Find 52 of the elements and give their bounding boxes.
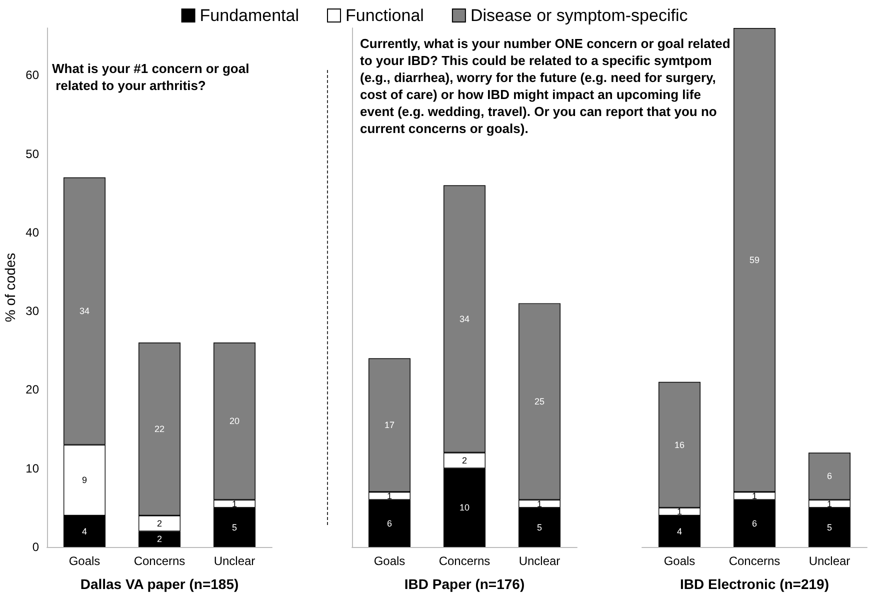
annotation: What is your #1 concern or goal related to your arthritis? xyxy=(52,61,250,93)
x-axis-title: IBD Paper (n=176) xyxy=(404,576,525,592)
x-tick-label: Goals xyxy=(664,554,696,568)
data-label: 6 xyxy=(386,518,392,528)
y-tick-label: 10 xyxy=(26,461,40,476)
data-label: 2 xyxy=(462,456,468,466)
data-label: 6 xyxy=(752,518,758,528)
data-label: 25 xyxy=(534,396,545,407)
x-tick-label: Concerns xyxy=(728,554,780,568)
x-tick-label: Concerns xyxy=(134,554,186,568)
data-label: 1 xyxy=(676,506,682,517)
data-label: 20 xyxy=(229,416,240,426)
data-label: 5 xyxy=(826,522,832,532)
data-label: 1 xyxy=(536,498,542,509)
data-label: 4 xyxy=(676,526,682,536)
x-axis-title: IBD Electronic (n=219) xyxy=(680,576,829,592)
annotation: Currently, what is your number ONE concern or goal related to your IBD? This could be related to a specific symtpom (e.g., diarrhea), worry for the future (e.g. need for surgery, cost of care) or how IBD might impact an upcoming life event (e.g. wedding, travel). Or you can report that you no current concerns or goals). xyxy=(360,36,734,136)
data-label: 5 xyxy=(232,522,238,532)
y-tick-label: 20 xyxy=(26,382,40,397)
data-label: 2 xyxy=(156,534,162,544)
data-label: 1 xyxy=(752,490,758,501)
legend-label: Fundamental xyxy=(200,6,300,25)
x-tick-label: Unclear xyxy=(808,554,850,568)
data-label: 59 xyxy=(749,254,760,265)
data-label: 1 xyxy=(386,490,392,501)
data-label: 34 xyxy=(459,314,470,324)
y-tick-label: 40 xyxy=(26,225,40,240)
x-tick-label: Unclear xyxy=(214,554,256,568)
data-label: 34 xyxy=(79,306,90,316)
data-label: 6 xyxy=(826,471,832,482)
legend-label: Disease or symptom-specific xyxy=(470,6,688,25)
data-label: 4 xyxy=(82,526,88,536)
x-axis-title: Dallas VA paper (n=185) xyxy=(80,576,239,592)
data-label: 2 xyxy=(156,518,162,528)
x-tick-label: Goals xyxy=(68,554,100,568)
y-tick-label: 30 xyxy=(26,304,40,318)
data-label: 1 xyxy=(826,498,832,509)
data-label: 9 xyxy=(82,475,88,486)
data-label: 22 xyxy=(154,424,165,434)
legend-label: Functional xyxy=(346,6,424,25)
y-tick-label: 50 xyxy=(26,146,40,161)
data-label: 17 xyxy=(384,420,395,430)
data-label: 10 xyxy=(459,502,470,513)
y-tick-label: 60 xyxy=(26,68,40,82)
x-tick-label: Goals xyxy=(374,554,406,568)
data-label: 5 xyxy=(536,522,542,532)
data-label: 1 xyxy=(232,498,238,509)
y-tick-label: 0 xyxy=(32,540,40,554)
x-tick-label: Concerns xyxy=(438,554,490,568)
data-label: 16 xyxy=(674,440,685,450)
y-axis-title: % of codes xyxy=(2,252,18,322)
x-tick-label: Unclear xyxy=(518,554,560,568)
